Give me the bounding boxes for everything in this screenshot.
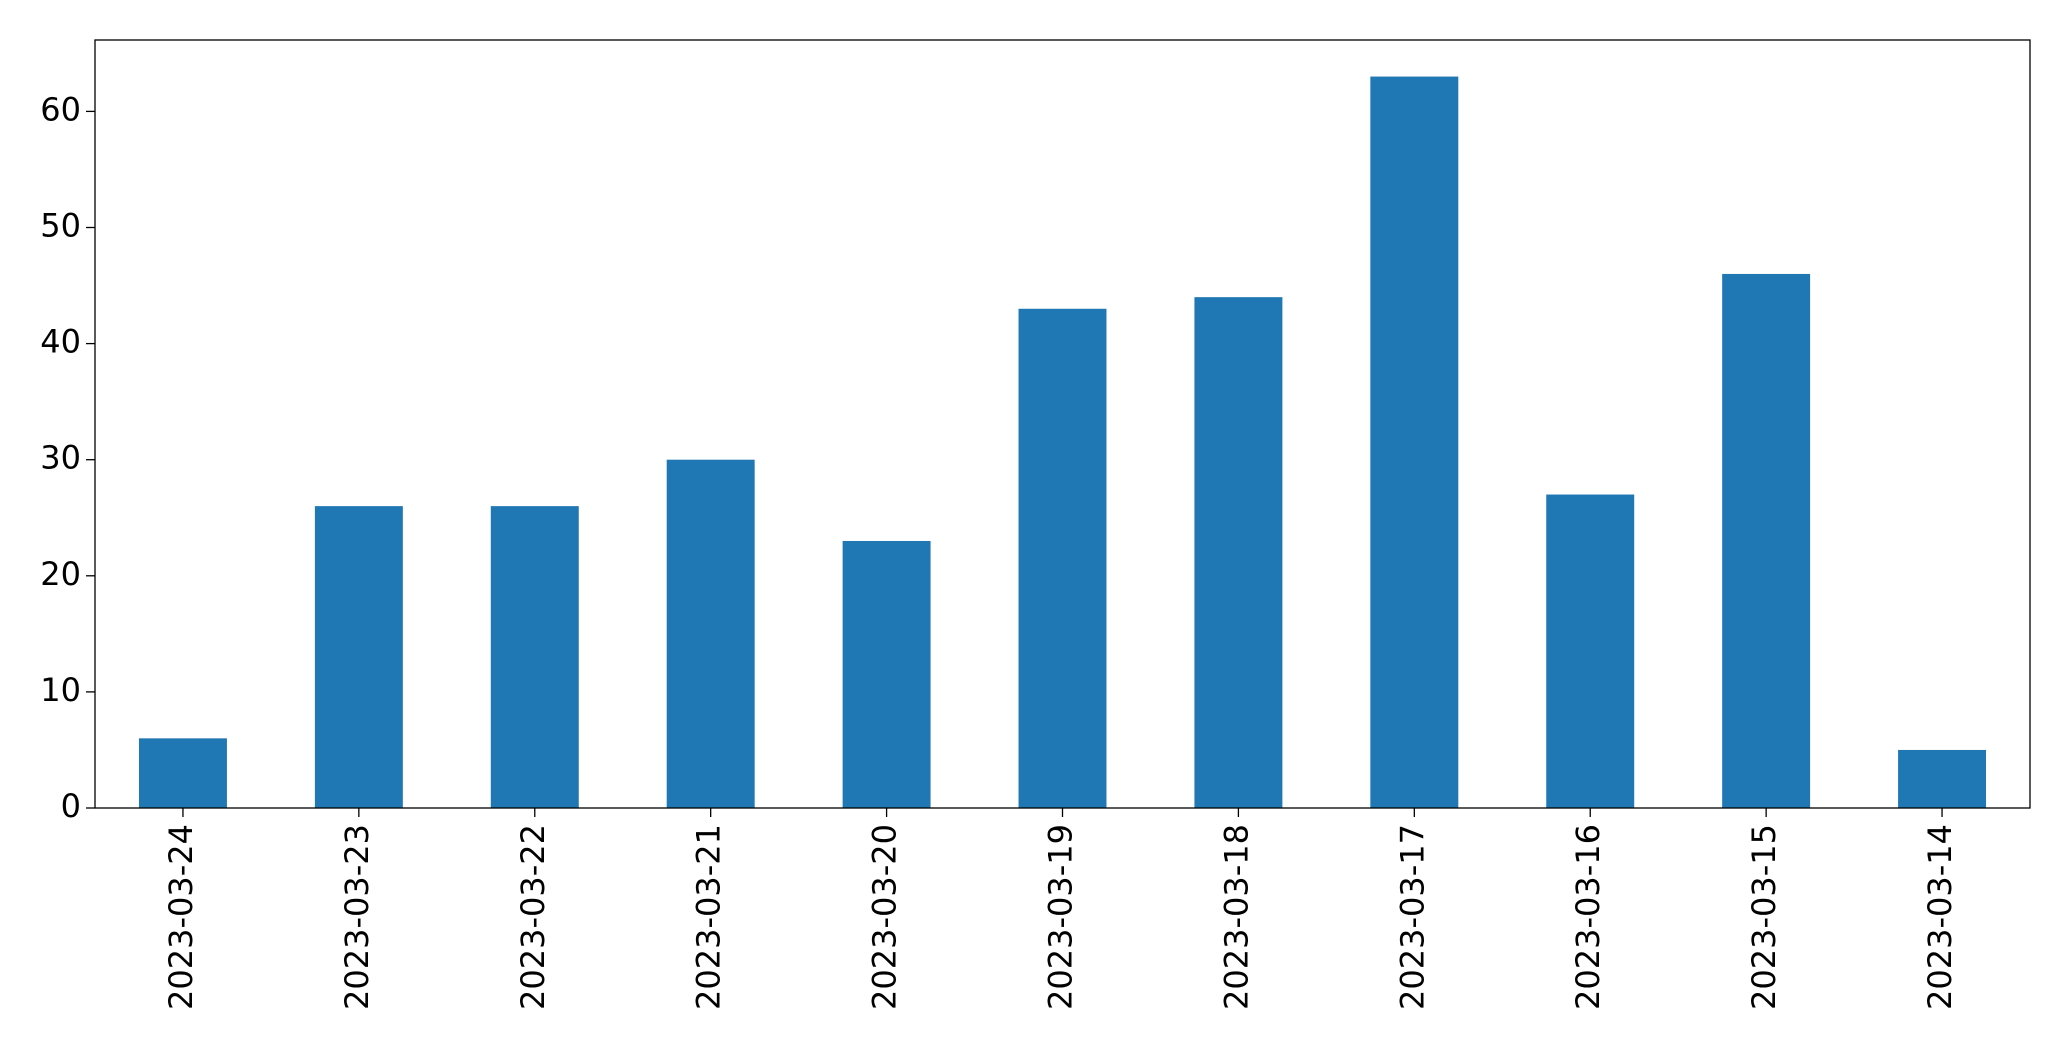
y-tick-label: 30 (40, 439, 81, 477)
x-tick-label: 2023-03-14 (1921, 824, 1959, 1010)
bar (314, 506, 403, 808)
x-tick-label: 2023-03-19 (1042, 824, 1080, 1010)
bar (842, 540, 931, 808)
x-tick-label: 2023-03-17 (1393, 824, 1431, 1010)
bar (1194, 297, 1283, 808)
y-tick-label: 20 (40, 555, 81, 593)
bar (1722, 273, 1811, 808)
x-tick-label: 2023-03-22 (514, 824, 552, 1010)
bar (490, 506, 579, 808)
x-tick-label: 2023-03-20 (866, 824, 904, 1010)
y-tick-label: 40 (40, 323, 81, 361)
y-tick-label: 0 (61, 787, 81, 825)
bar (1370, 76, 1459, 809)
x-tick-label: 2023-03-24 (162, 824, 200, 1010)
bar (666, 459, 755, 808)
bar (138, 738, 227, 808)
y-tick-label: 10 (40, 671, 81, 709)
bar (1018, 308, 1107, 808)
bar (1898, 749, 1987, 808)
x-tick-label: 2023-03-21 (690, 824, 728, 1010)
x-tick-label: 2023-03-18 (1217, 824, 1255, 1010)
x-tick-label: 2023-03-16 (1569, 824, 1607, 1010)
x-tick-label: 2023-03-23 (338, 824, 376, 1010)
y-tick-label: 60 (40, 90, 81, 128)
y-tick-label: 50 (40, 207, 81, 245)
x-tick-label: 2023-03-15 (1745, 824, 1783, 1010)
bar (1546, 494, 1635, 808)
plot-frame (94, 39, 2031, 809)
